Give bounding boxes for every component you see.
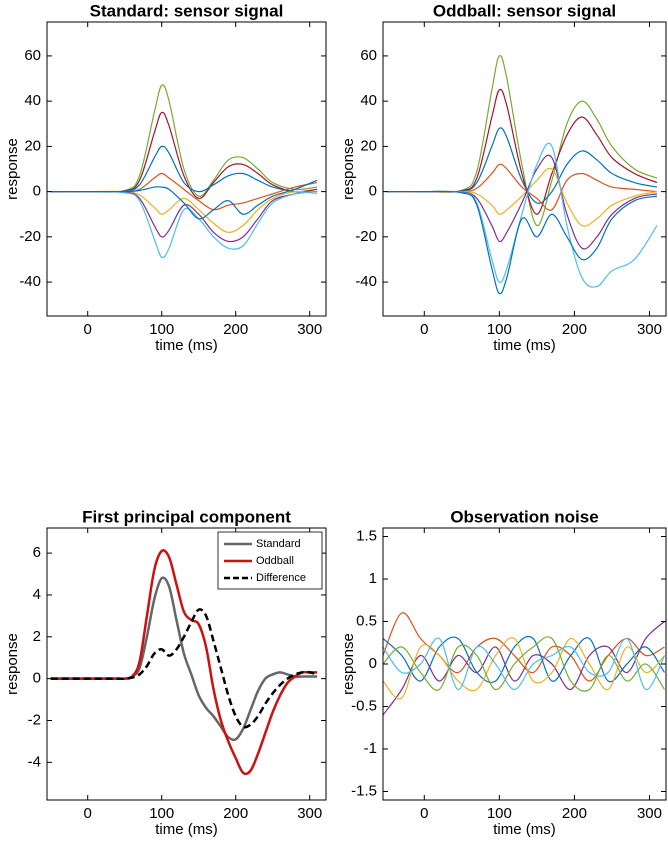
- x-tick-label: 300: [637, 805, 662, 822]
- series-line: [50, 608, 318, 729]
- chart-title: Standard: sensor signal: [90, 1, 284, 20]
- series-line: [50, 190, 318, 243]
- x-axis-label: time (ms): [155, 821, 218, 838]
- series-group: [50, 549, 318, 776]
- y-tick-label: 0: [369, 655, 377, 672]
- y-tick-label: 60: [24, 47, 41, 64]
- y-tick-label: 0: [369, 183, 377, 200]
- x-tick-label: 0: [420, 321, 428, 338]
- y-axis-label: response: [340, 138, 357, 200]
- y-axis-label: response: [4, 138, 21, 200]
- series-line: [50, 179, 318, 220]
- legend-label: Oddball: [256, 555, 294, 567]
- series-group: [386, 55, 658, 295]
- chart-title: Observation noise: [450, 507, 598, 526]
- plot-area: [47, 22, 326, 316]
- series-group: [50, 84, 318, 259]
- x-tick-label: 300: [637, 321, 662, 338]
- y-tick-label: -0.5: [351, 697, 377, 714]
- y-tick-label: 40: [24, 92, 41, 109]
- legend-label: Difference: [256, 572, 306, 584]
- series-line: [386, 142, 658, 288]
- series-line: [386, 127, 658, 204]
- series-line: [50, 111, 318, 200]
- x-tick-label: 100: [149, 805, 174, 822]
- series-line: [386, 163, 658, 211]
- series-group: [383, 612, 666, 716]
- series-line: [386, 190, 658, 295]
- y-tick-label: 40: [360, 92, 377, 109]
- plot-area: [383, 528, 666, 800]
- series-line: [386, 55, 658, 227]
- y-tick-label: 0: [33, 183, 41, 200]
- series-line: [383, 621, 665, 716]
- y-axis-label: response: [4, 633, 21, 695]
- y-tick-label: 20: [24, 137, 41, 154]
- y-axis-label: response: [340, 633, 357, 695]
- y-tick-label: 1.5: [356, 527, 377, 544]
- axes-box: [46, 21, 327, 317]
- x-tick-label: 0: [84, 321, 92, 338]
- series-line: [50, 145, 318, 193]
- x-axis-label: time (ms): [493, 821, 556, 838]
- x-tick-label: 300: [297, 321, 322, 338]
- axes-box: [46, 527, 327, 801]
- x-tick-label: 200: [562, 321, 587, 338]
- y-tick-label: 1: [369, 570, 377, 587]
- chart-title: Oddball: sensor signal: [433, 1, 616, 20]
- series-line: [50, 190, 318, 259]
- y-tick-label: -1.5: [351, 782, 377, 799]
- y-tick-label: -40: [355, 273, 377, 290]
- y-tick-label: 0.5: [356, 612, 377, 629]
- series-line: [383, 637, 666, 691]
- series-line: [50, 84, 318, 197]
- x-axis-label: time (ms): [493, 337, 556, 354]
- series-line: [383, 635, 665, 684]
- y-tick-label: 6: [33, 544, 41, 561]
- y-tick-label: 4: [33, 586, 41, 603]
- series-line: [386, 88, 658, 215]
- y-tick-label: 0: [33, 670, 41, 687]
- x-axis-label: time (ms): [155, 337, 218, 354]
- y-tick-label: -2: [28, 711, 41, 728]
- legend-label: Standard: [256, 538, 301, 550]
- y-tick-label: -20: [355, 228, 377, 245]
- x-tick-label: 100: [149, 321, 174, 338]
- y-tick-label: -20: [19, 228, 41, 245]
- series-line: [383, 636, 665, 692]
- y-tick-label: 60: [360, 47, 377, 64]
- series-line: [50, 190, 318, 233]
- x-tick-label: 100: [487, 805, 512, 822]
- y-tick-label: -4: [28, 753, 41, 770]
- x-tick-label: 0: [420, 805, 428, 822]
- y-tick-label: 20: [360, 137, 377, 154]
- plot-area: [383, 22, 666, 316]
- x-tick-label: 200: [223, 805, 248, 822]
- axes-box: [382, 21, 667, 317]
- y-tick-label: -1: [364, 740, 377, 757]
- x-tick-label: 200: [223, 321, 248, 338]
- x-tick-label: 100: [487, 321, 512, 338]
- x-tick-label: 300: [297, 805, 322, 822]
- y-tick-label: -40: [19, 273, 41, 290]
- chart-title: First principal component: [82, 507, 291, 526]
- x-tick-label: 200: [562, 805, 587, 822]
- y-tick-label: 2: [33, 628, 41, 645]
- x-tick-label: 0: [84, 805, 92, 822]
- series-line: [386, 154, 658, 250]
